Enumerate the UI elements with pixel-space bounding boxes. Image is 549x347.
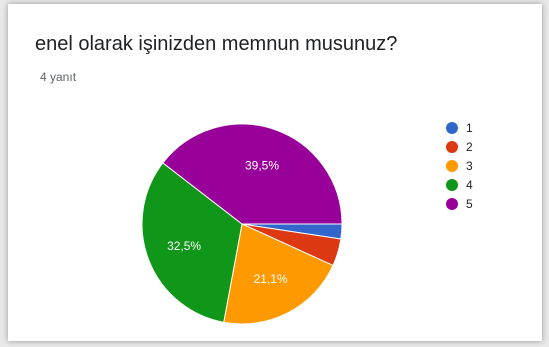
pie-slice-4 xyxy=(141,162,243,323)
pie-slice-5 xyxy=(162,123,343,225)
legend-swatch-5 xyxy=(446,198,458,210)
legend-swatch-3 xyxy=(446,160,458,172)
pie-data-labels: 21,1% 32,5% 39,5% xyxy=(167,158,288,286)
pie-slice-3 xyxy=(223,223,334,325)
response-count: 4 yanıt xyxy=(40,70,77,84)
legend-label-2: 2 xyxy=(466,140,473,154)
legend-label-5: 5 xyxy=(466,197,473,211)
slice-label-3: 21,1% xyxy=(254,272,288,286)
question-title: enel olarak işinizden memnun musunuz? xyxy=(35,33,398,55)
pie-slices xyxy=(141,123,343,325)
pie-chart: 21,1% 32,5% 39,5% 1 2 3 4 5 xyxy=(141,121,473,325)
response-summary-card: enel olarak işinizden memnun musunuz? 4 … xyxy=(8,4,542,341)
chart-legend: 1 2 3 4 5 xyxy=(446,121,473,211)
legend-swatch-1 xyxy=(446,122,458,134)
legend-label-3: 3 xyxy=(466,159,473,173)
slice-label-4: 32,5% xyxy=(167,239,201,253)
legend-swatch-2 xyxy=(446,141,458,153)
legend-label-1: 1 xyxy=(466,121,473,135)
legend-swatch-4 xyxy=(446,179,458,191)
legend-label-4: 4 xyxy=(466,178,473,192)
slice-label-5: 39,5% xyxy=(245,158,279,172)
